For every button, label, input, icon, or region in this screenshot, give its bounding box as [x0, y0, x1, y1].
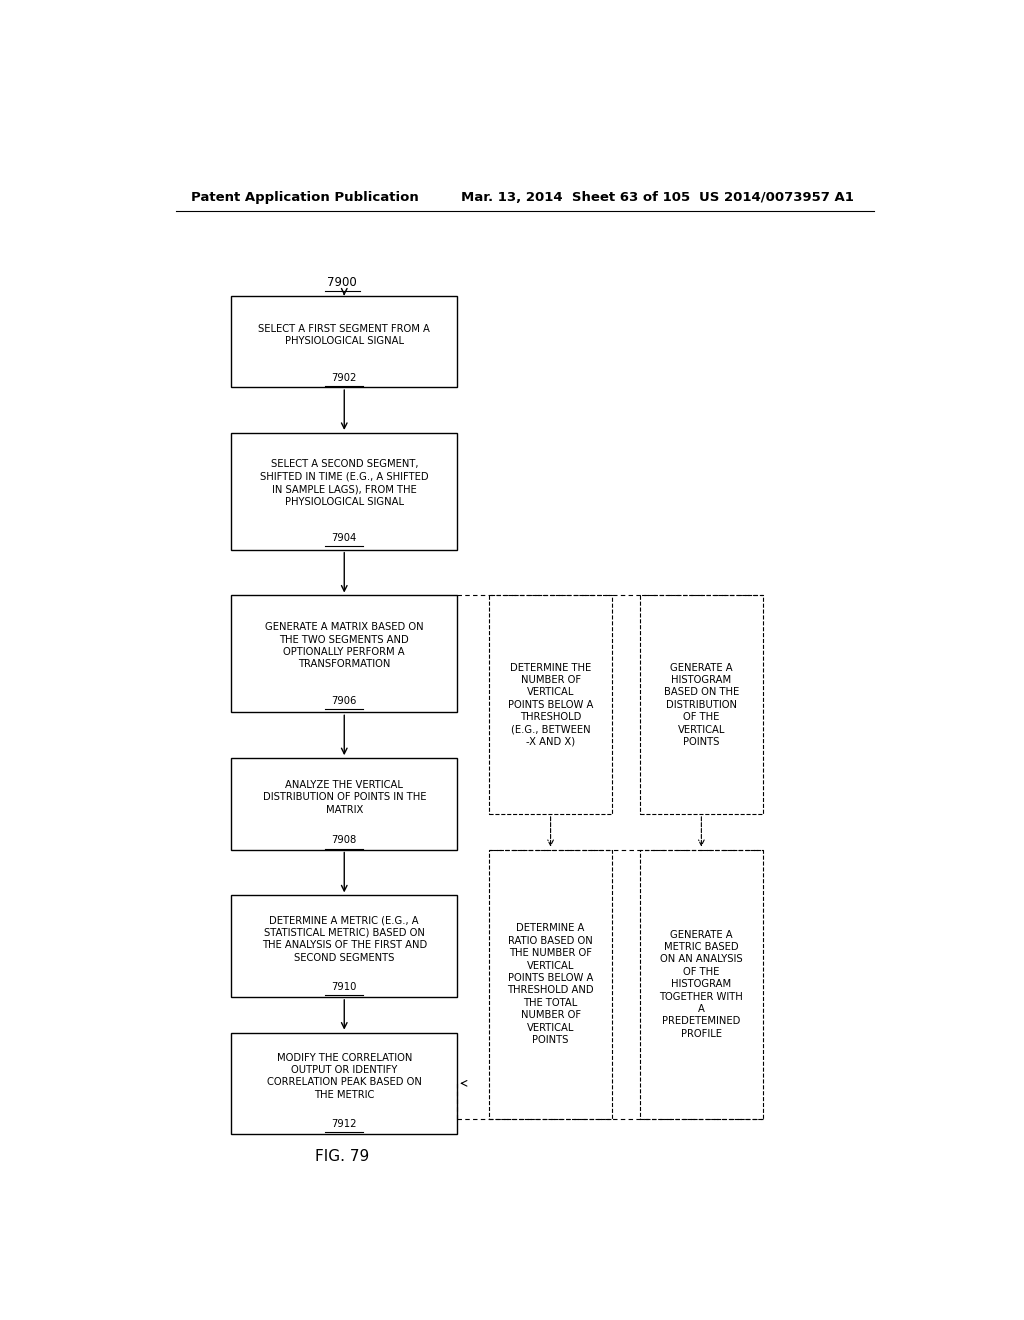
- Text: 7900: 7900: [328, 276, 357, 289]
- Bar: [231, 433, 458, 549]
- Text: 7904: 7904: [332, 533, 357, 543]
- Text: SELECT A FIRST SEGMENT FROM A
PHYSIOLOGICAL SIGNAL: SELECT A FIRST SEGMENT FROM A PHYSIOLOGI…: [258, 323, 430, 346]
- Text: DETERMINE THE
NUMBER OF
VERTICAL
POINTS BELOW A
THRESHOLD
(E.G., BETWEEN
-X AND : DETERMINE THE NUMBER OF VERTICAL POINTS …: [508, 663, 593, 747]
- Bar: [231, 1032, 458, 1134]
- Text: Mar. 13, 2014  Sheet 63 of 105: Mar. 13, 2014 Sheet 63 of 105: [461, 190, 690, 203]
- Text: 7906: 7906: [332, 696, 357, 706]
- Text: 7908: 7908: [332, 836, 357, 845]
- Text: 7912: 7912: [332, 1119, 357, 1129]
- Text: GENERATE A
HISTOGRAM
BASED ON THE
DISTRIBUTION
OF THE
VERTICAL
POINTS: GENERATE A HISTOGRAM BASED ON THE DISTRI…: [664, 663, 739, 747]
- Bar: [231, 895, 458, 997]
- Text: 7910: 7910: [332, 982, 357, 991]
- Text: ANALYZE THE VERTICAL
DISTRIBUTION OF POINTS IN THE
MATRIX: ANALYZE THE VERTICAL DISTRIBUTION OF POI…: [262, 780, 426, 814]
- Bar: [489, 850, 612, 1119]
- Text: GENERATE A
METRIC BASED
ON AN ANALYSIS
OF THE
HISTOGRAM
TOGETHER WITH
A
PREDETEM: GENERATE A METRIC BASED ON AN ANALYSIS O…: [659, 929, 743, 1039]
- Bar: [489, 595, 612, 814]
- Bar: [640, 595, 763, 814]
- Text: SELECT A SECOND SEGMENT,
SHIFTED IN TIME (E.G., A SHIFTED
IN SAMPLE LAGS), FROM : SELECT A SECOND SEGMENT, SHIFTED IN TIME…: [260, 459, 429, 507]
- Text: DETERMINE A METRIC (E.G., A
STATISTICAL METRIC) BASED ON
THE ANALYSIS OF THE FIR: DETERMINE A METRIC (E.G., A STATISTICAL …: [261, 915, 427, 962]
- Bar: [231, 758, 458, 850]
- Text: 7902: 7902: [332, 374, 357, 383]
- Text: MODIFY THE CORRELATION
OUTPUT OR IDENTIFY
CORRELATION PEAK BASED ON
THE METRIC: MODIFY THE CORRELATION OUTPUT OR IDENTIF…: [267, 1052, 422, 1100]
- Text: DETERMINE A
RATIO BASED ON
THE NUMBER OF
VERTICAL
POINTS BELOW A
THRESHOLD AND
T: DETERMINE A RATIO BASED ON THE NUMBER OF…: [507, 924, 594, 1045]
- Bar: [231, 296, 458, 387]
- Text: US 2014/0073957 A1: US 2014/0073957 A1: [699, 190, 854, 203]
- Text: Patent Application Publication: Patent Application Publication: [191, 190, 419, 203]
- Text: FIG. 79: FIG. 79: [315, 1148, 370, 1164]
- Bar: [640, 850, 763, 1119]
- Bar: [231, 595, 458, 713]
- Text: GENERATE A MATRIX BASED ON
THE TWO SEGMENTS AND
OPTIONALLY PERFORM A
TRANSFORMAT: GENERATE A MATRIX BASED ON THE TWO SEGME…: [265, 622, 424, 669]
